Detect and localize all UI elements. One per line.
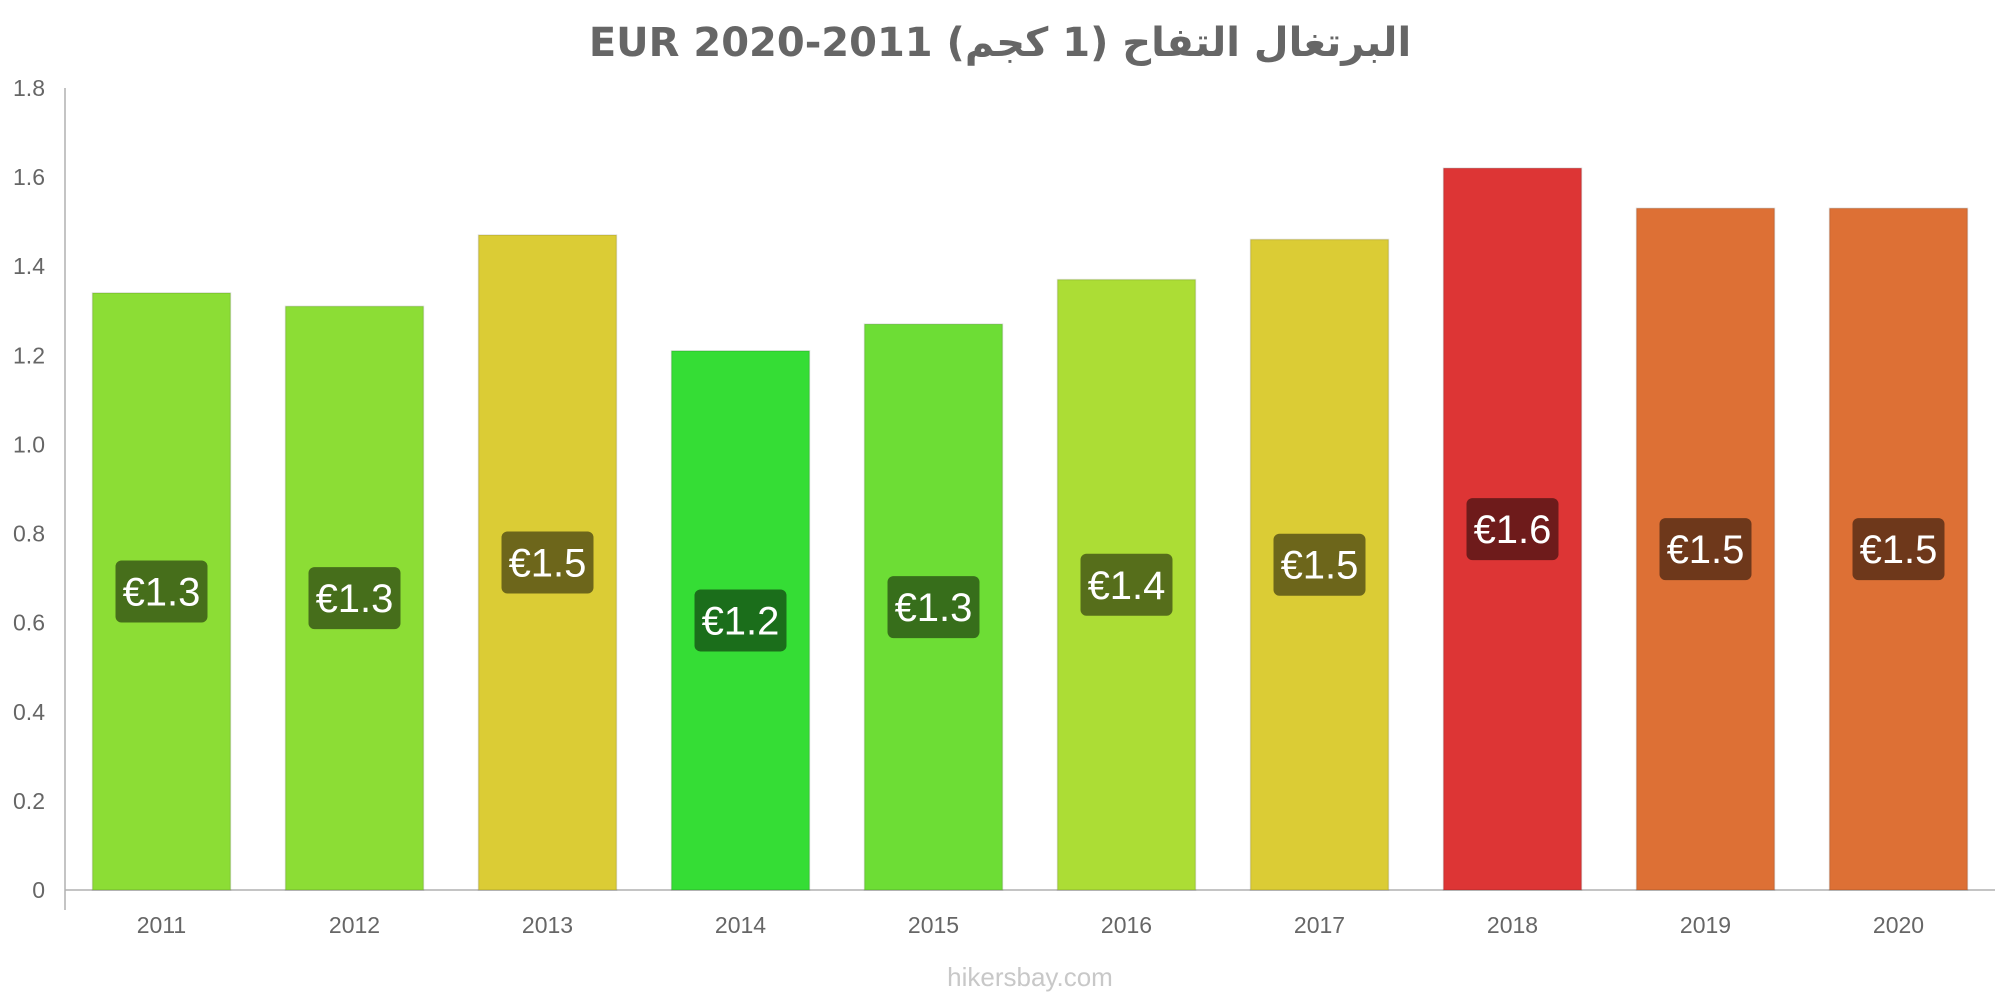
data-label-badge — [1273, 533, 1366, 596]
data-label-badge — [501, 531, 594, 594]
data-label: €1.3 — [895, 586, 973, 630]
y-tick-label: 0.8 — [13, 521, 45, 547]
y-tick-label: 1.8 — [13, 75, 45, 101]
data-label-badge — [1080, 553, 1173, 616]
data-label-badge — [1659, 518, 1752, 581]
data-label-badge — [887, 576, 980, 639]
x-tick-label: 2011 — [137, 912, 186, 938]
y-tick-label: 1.4 — [13, 253, 45, 279]
data-label: €1.5 — [1281, 544, 1359, 588]
y-tick-label: 1.2 — [13, 342, 45, 368]
data-label: €1.2 — [702, 599, 780, 643]
x-axis: 2011 2012 2013 2014 2015 2016 2017 2018 2019 2020 — [65, 889, 1995, 938]
data-label-badge — [1852, 518, 1945, 581]
y-tick-label: 0.4 — [13, 699, 45, 725]
x-tick-label: 2016 — [1101, 912, 1152, 938]
y-tick-label: 1.0 — [13, 431, 45, 457]
y-tick-label: 0.6 — [13, 610, 45, 636]
x-tick-label: 2015 — [908, 912, 959, 938]
x-tick-label: 2017 — [1294, 912, 1345, 938]
data-label: €1.5 — [1667, 528, 1745, 572]
chart-title: البرتغال التفاح (1 كجم) EUR 2020-2011 — [589, 20, 1411, 66]
data-label: €1.3 — [123, 570, 201, 614]
y-tick-label: 1.6 — [13, 164, 45, 190]
x-tick-label: 2012 — [329, 912, 380, 938]
data-label: €1.5 — [509, 542, 587, 586]
data-label-badge — [1466, 498, 1559, 561]
data-labels: €1.3 €1.3 €1.5 €1.2 €1.3 €1.4 €1.5 €1.6 €1.5 €1.5 — [115, 498, 1945, 652]
data-label: €1.6 — [1474, 508, 1552, 552]
data-label: €1.3 — [316, 577, 394, 621]
x-tick-label: 2019 — [1680, 912, 1731, 938]
data-label-badge — [694, 589, 787, 652]
x-tick-label: 2013 — [522, 912, 573, 938]
x-tick-label: 2014 — [715, 912, 766, 938]
y-tick-label: 0 — [32, 877, 45, 903]
x-tick-label: 2018 — [1487, 912, 1538, 938]
data-label: €1.5 — [1860, 528, 1938, 572]
watermark: hikersbay.com — [947, 962, 1113, 992]
data-label-badge — [308, 567, 401, 630]
y-tick-label: 0.2 — [13, 788, 45, 814]
x-tick-label: 2020 — [1873, 912, 1924, 938]
data-label: €1.4 — [1088, 564, 1166, 608]
y-axis: 0 0.2 0.4 0.6 0.8 1.0 1.2 1.4 1.6 1.8 — [13, 75, 66, 910]
data-label-badge — [115, 560, 208, 623]
